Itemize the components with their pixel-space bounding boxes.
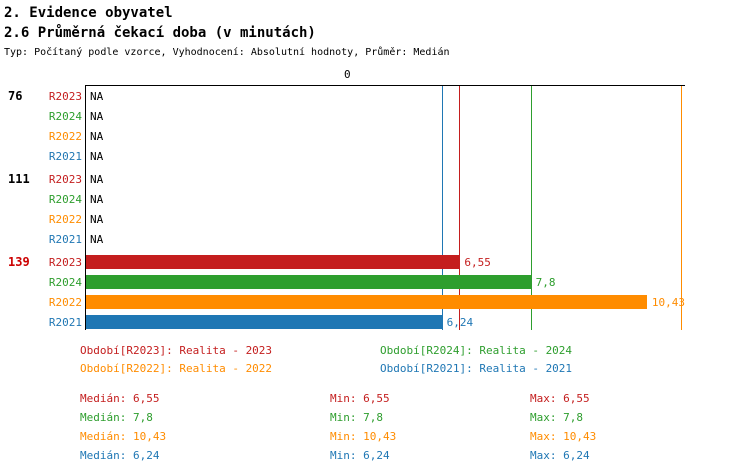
series-label: R2024	[48, 275, 82, 289]
stat-min: Min: 6,24	[330, 449, 390, 462]
bar-row: R2023 NA	[49, 169, 685, 189]
value-na: NA	[90, 172, 104, 186]
series-label: R2022	[48, 295, 82, 309]
value-label: 7,8	[535, 275, 556, 289]
bar-row: R2023 NA	[49, 86, 685, 106]
guide-line	[530, 86, 532, 330]
series-label: R2024	[48, 109, 82, 123]
series-label: R2021	[48, 315, 82, 329]
value-na: NA	[90, 89, 104, 103]
bar-row: R2021 6,24	[49, 312, 685, 332]
bar-group: 111 R2023 NA R2024 NA R2022 NA R2021 NA	[8, 169, 685, 249]
stat-max: Max: 7,8	[530, 411, 583, 424]
series-label: R2021	[48, 232, 82, 246]
stat-max: Max: 10,43	[530, 430, 597, 443]
legend: Období[R2023]: Realita - 2023 Období[R202…	[0, 344, 750, 384]
value-bar	[86, 295, 647, 309]
bar-row: R2024 NA	[49, 106, 685, 126]
series-label: R2022	[48, 212, 82, 226]
bar-row: R2024 NA	[49, 189, 685, 209]
chart-subtitle: Typ: Počítaný podle vzorce, Vyhodnocení:…	[4, 47, 450, 58]
legend-item: Období[R2022]: Realita - 2022	[80, 362, 273, 375]
stat-median: Medián: 7,8	[80, 411, 153, 424]
value-label: 10,43	[651, 295, 685, 309]
stat-min: Min: 7,8	[330, 411, 383, 424]
value-na: NA	[90, 232, 104, 246]
value-na: NA	[90, 129, 104, 143]
group-label: 111	[8, 172, 30, 186]
series-label: R2021	[48, 149, 82, 163]
value-bar	[86, 275, 531, 289]
legend-item: Období[R2024]: Realita - 2024	[380, 344, 573, 357]
report-section-title: 2. Evidence obyvatel	[4, 5, 173, 21]
series-label: R2022	[48, 129, 82, 143]
value-na: NA	[90, 192, 104, 206]
stat-median: Medián: 6,55	[80, 392, 160, 405]
axis-origin-label: 0	[344, 68, 351, 81]
guide-line	[459, 86, 461, 330]
group-label: 139	[8, 255, 30, 269]
guide-line	[441, 86, 443, 330]
value-bar	[86, 255, 460, 269]
series-label: R2023	[48, 255, 82, 269]
value-label: 6,24	[446, 315, 474, 329]
bar-group: 139 R2023 6,55 R2024 7,8 R2022 10,43 R2021 6,24	[8, 252, 685, 332]
bar-row: R2021 NA	[49, 146, 685, 166]
chart-header: 2. Evidence obyvatel 2.6 Průměrná čekací…	[4, 3, 450, 58]
value-label: 6,55	[464, 255, 491, 269]
bar-row: R2022 NA	[49, 126, 685, 146]
stat-median: Medián: 10,43	[80, 430, 167, 443]
series-label: R2024	[48, 192, 82, 206]
legend-item: Období[R2021]: Realita - 2021	[380, 362, 573, 375]
stat-max: Max: 6,24	[530, 449, 590, 462]
legend-item: Období[R2023]: Realita - 2023	[80, 344, 273, 357]
group-label: 76	[8, 89, 23, 103]
stat-min: Min: 10,43	[330, 430, 397, 443]
bar-group: 76 R2023 NA R2024 NA R2022 NA R2021 NA	[8, 86, 685, 166]
series-label: R2023	[48, 89, 82, 103]
plot-area: 76 R2023 NA R2024 NA R2022 NA R2021 NA 111 R2023 NA…	[8, 85, 685, 332]
bar-row: R2024 7,8	[49, 272, 685, 292]
stat-max: Max: 6,55	[530, 392, 590, 405]
stat-min: Min: 6,55	[330, 392, 390, 405]
bar-row: R2022 NA	[49, 209, 685, 229]
guide-line	[680, 86, 682, 330]
series-label: R2023	[48, 172, 82, 186]
stat-median: Medián: 6,24	[80, 449, 160, 462]
value-bar	[86, 315, 442, 329]
stats: Medián: 6,55 Min: 6,55 Max: 6,55 Medián: 7,…	[0, 392, 750, 474]
value-na: NA	[90, 109, 104, 123]
bar-row: R2021 NA	[49, 229, 685, 249]
value-na: NA	[90, 149, 104, 163]
bar-row: R2023 6,55	[49, 252, 685, 272]
chart-title: 2.6 Průměrná čekací doba (v minutách)	[4, 25, 316, 41]
value-na: NA	[90, 212, 104, 226]
bar-row: R2022 10,43	[49, 292, 685, 312]
